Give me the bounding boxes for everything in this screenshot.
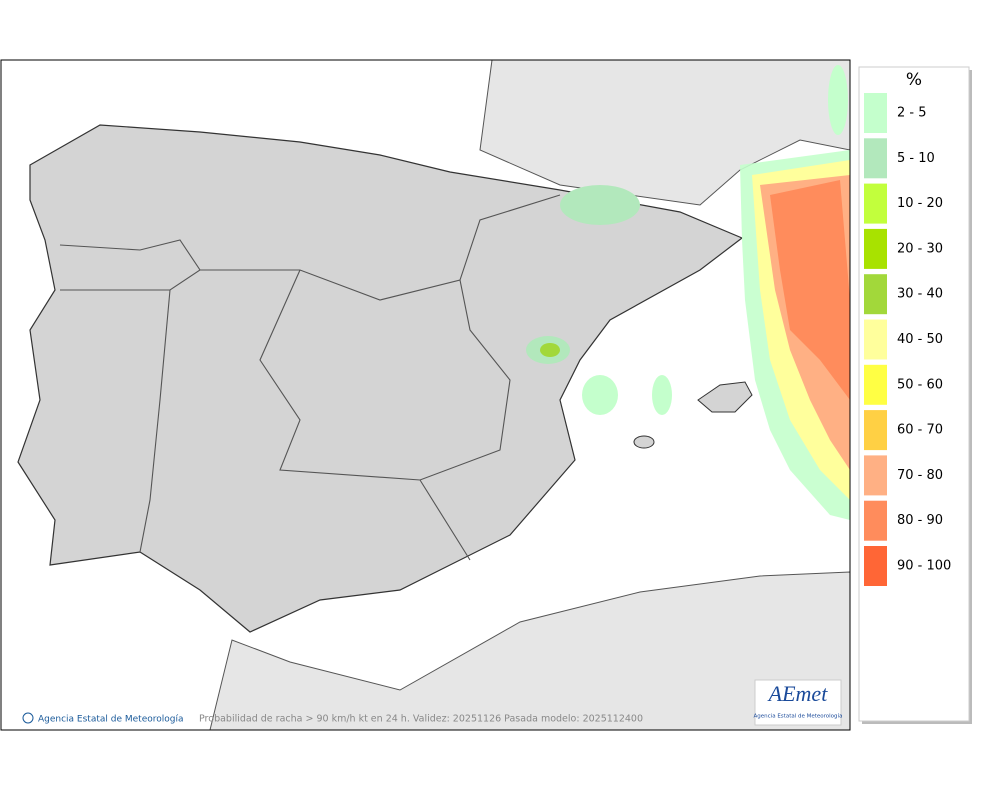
- credit: Agencia Estatal de Meteorología: [38, 715, 184, 725]
- map-frame: [0, 59, 851, 731]
- overlay-spot: [582, 375, 618, 415]
- legend-swatch: [864, 455, 887, 496]
- legend-swatch: [864, 138, 887, 179]
- overlay-spot: [540, 343, 560, 357]
- iberian-peninsula: [17, 124, 744, 633]
- france: [479, 60, 850, 206]
- legend-swatch: [864, 93, 887, 133]
- logo-box: [754, 679, 842, 726]
- mallorca: [697, 381, 753, 413]
- legend-swatch: [864, 364, 887, 405]
- legend-items: 2 - 5 5 - 10 10 - 20 20 - 30 30 - 40 40 - 50 5…: [864, 93, 951, 586]
- legend-label: 30 - 40: [897, 287, 943, 302]
- legend-swatch: [864, 228, 887, 269]
- legend-label: 10 - 20: [897, 196, 943, 211]
- logo: AEmet: [767, 681, 829, 706]
- legend-label: 90 - 100: [897, 559, 951, 574]
- legend-label: 20 - 30: [897, 241, 943, 256]
- ibiza: [633, 435, 655, 449]
- logo-subtitle: Agencia Estatal de Meteorología: [754, 713, 843, 720]
- legend-swatch: [864, 546, 887, 586]
- legend-label: 60 - 70: [897, 423, 943, 438]
- map: [1, 60, 850, 730]
- overlay-top: [770, 180, 850, 400]
- overlay-spot: [560, 185, 640, 225]
- overlay-spot: [828, 65, 848, 135]
- legend-swatch: [864, 500, 887, 541]
- copyright-icon: [22, 712, 34, 724]
- africa: [209, 571, 850, 730]
- legend-title: %: [906, 70, 922, 90]
- legend-swatch: [864, 274, 887, 315]
- legend-swatch: [864, 183, 887, 224]
- legend-label: 70 - 80: [897, 468, 943, 483]
- overlay-spot: [652, 375, 672, 415]
- region-borders: [59, 194, 561, 561]
- caption: Probabilidad de racha > 90 km/h kt en 24…: [199, 714, 643, 725]
- legend-label: 2 - 5: [897, 106, 927, 121]
- legend-swatch: [864, 410, 887, 451]
- legend-label: 5 - 10: [897, 151, 935, 166]
- legend-label: 40 - 50: [897, 332, 943, 347]
- legend-label: 80 - 90: [897, 513, 943, 528]
- legend-swatch: [864, 319, 887, 360]
- legend-label: 50 - 60: [897, 377, 943, 392]
